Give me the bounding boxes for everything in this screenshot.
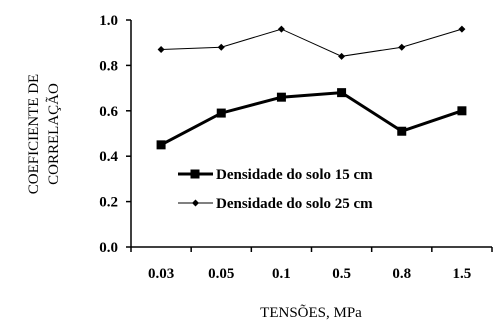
x-ticks: 0.03 0.05 0.1 0.5 0.8 1.5 [130,247,493,282]
y-tick-label: 0.2 [99,195,118,211]
data-point-square [156,140,166,150]
data-point-square [337,88,347,98]
series-line-0 [160,91,463,147]
data-point-square [216,108,226,118]
x-tick-label: 1.5 [453,266,472,282]
x-tick-label: 0.03 [148,266,174,282]
legend-label-25cm: Densidade do solo 25 cm [216,196,373,212]
y-tick-label: 1.0 [99,13,118,29]
legend-marker-square [190,169,200,179]
y-ticks: 0.0 0.2 0.4 0.6 0.8 1.0 [99,13,131,256]
data-point-square [457,106,467,116]
x-tick-label: 0.8 [392,266,411,282]
y-axis-title-line-2: CORRELAÇÃO [46,83,62,185]
x-tick-label: 0.1 [272,266,291,282]
series-layer [156,25,467,150]
legend-marker-diamond [192,199,199,207]
legend-item-15cm: Densidade do solo 15 cm [178,167,373,183]
x-axis-title: TENSÕES, MPa [260,304,362,321]
legend: Densidade do solo 15 cm Densidade do sol… [178,167,373,212]
x-tick-label: 0.05 [208,266,234,282]
data-point-diamond [458,25,466,33]
y-tick-label: 0.4 [99,149,118,165]
data-point-square [397,126,407,136]
data-point-diamond [398,43,406,51]
data-point-diamond [157,46,165,54]
data-point-diamond [217,43,225,51]
y-axis-title-line-1: COEFICIENTE DE [26,74,42,194]
legend-label-15cm: Densidade do solo 15 cm [216,167,373,183]
data-point-diamond [277,25,285,33]
y-tick-label: 0.0 [99,240,118,256]
y-tick-label: 0.6 [99,104,118,120]
y-tick-label: 0.8 [99,58,118,74]
data-point-square [276,92,286,102]
series-line-1 [161,28,463,57]
x-tick-label: 0.5 [332,266,351,282]
legend-item-25cm: Densidade do solo 25 cm [178,196,373,212]
data-point-diamond [338,52,346,60]
